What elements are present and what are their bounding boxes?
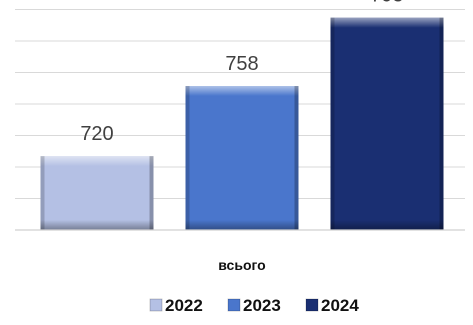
legend-label-2024: 2024 <box>321 296 359 315</box>
bar-edge-right-2024 <box>439 17 444 231</box>
legend-swatch-2022 <box>149 298 163 312</box>
legend-item-2023: 2023 <box>227 296 281 315</box>
legend-item-2024: 2024 <box>305 296 359 315</box>
bar-2022 <box>40 156 154 230</box>
bar-fill-2022 <box>40 156 154 230</box>
bar-bevel-top-2023 <box>185 86 299 96</box>
bar-bevel-bottom-2022 <box>40 220 154 230</box>
category-label-0: всього <box>218 257 265 273</box>
data-label-2022: 720 <box>80 123 113 145</box>
bar-edge-right-2023 <box>294 86 299 230</box>
bar-edge-left-2024 <box>330 17 335 231</box>
category-labels: всього <box>218 257 265 273</box>
bar-edge-left-2023 <box>185 86 190 230</box>
bar-bevel-top-2022 <box>40 156 154 167</box>
legend-label-2023: 2023 <box>243 296 281 315</box>
bar-bevel-top-2024 <box>330 17 444 28</box>
bar-bevel-bottom-2024 <box>330 220 444 230</box>
bar-edge-left-2022 <box>40 156 45 230</box>
legend-label-2022: 2022 <box>165 296 203 315</box>
bar-2023 <box>185 86 299 230</box>
bar-2024 <box>330 17 444 231</box>
data-label-2024: 795 <box>370 0 403 7</box>
bar-edge-right-2022 <box>149 156 154 230</box>
bar-fill-2024 <box>330 17 444 231</box>
legend-swatch-2024 <box>305 298 319 312</box>
data-label-2023: 758 <box>225 53 258 75</box>
data-labels: 720 758 795 <box>80 0 403 145</box>
legend-item-2022: 2022 <box>149 296 203 315</box>
legend-swatch-2023 <box>227 298 241 312</box>
bar-bevel-bottom-2023 <box>185 220 299 230</box>
legend: 2022 2023 2024 <box>149 296 359 315</box>
bars <box>40 17 444 231</box>
bar-fill-2023 <box>185 86 299 230</box>
